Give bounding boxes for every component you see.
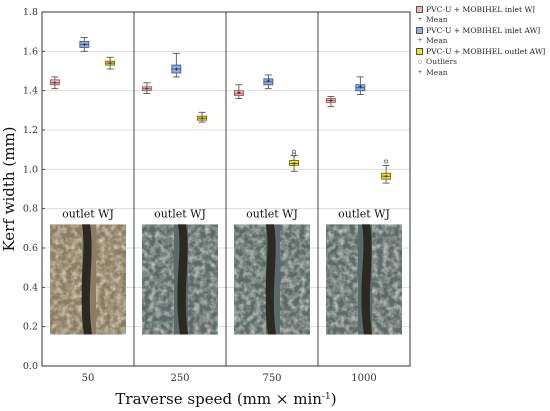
mean-marker [266, 79, 270, 83]
specimen-photo [234, 224, 310, 335]
mean-marker-icon: + [417, 15, 423, 23]
box-0-250 [141, 82, 152, 95]
box-2-750 [289, 149, 300, 172]
outlier-marker-icon: ○ [417, 58, 423, 65]
box-1-50 [79, 37, 90, 52]
mean-marker-icon: + [417, 68, 423, 76]
box-1-1000 [355, 76, 366, 95]
outlier-point [384, 159, 389, 164]
mean-marker [329, 98, 333, 103]
specimen-photo [142, 224, 218, 335]
legend-item-mean: + Mean [416, 68, 550, 79]
y-tick-label: 1.8 [23, 7, 38, 18]
mean-marker [82, 42, 86, 47]
mean-marker-icon: + [417, 37, 423, 45]
outlier-point [292, 152, 297, 157]
fiber-texture-left [50, 224, 82, 335]
annotation-outlet-wj: outlet WJ [154, 207, 206, 220]
fiber-texture-right [372, 224, 402, 335]
y-tick-label: 0.8 [23, 204, 38, 215]
mean-marker [237, 91, 241, 95]
y-axis-title: Kerf width (mm) [0, 126, 18, 251]
fiber-texture-left [234, 224, 266, 335]
box-0-50 [49, 76, 60, 90]
y-tick-label: 1.2 [23, 125, 38, 136]
specimen-photo [326, 224, 402, 335]
y-tick-label: 0.4 [23, 282, 38, 293]
annotation-outlet-wj: outlet WJ [62, 207, 114, 220]
box-1-250 [171, 52, 182, 78]
kerf-slot [81, 224, 92, 335]
y-tick-label: 1.0 [23, 164, 38, 175]
legend-swatch-inlet-wj [416, 5, 423, 13]
legend-item-mean: + Mean [416, 36, 550, 47]
mean-marker [358, 85, 362, 89]
y-tick-label: 1.6 [23, 46, 38, 57]
axes [41, 11, 411, 367]
kerf-slot [265, 224, 276, 335]
annotation-outlet-wj: outlet WJ [338, 207, 390, 220]
x-axis-title: Traverse speed (mm × min-1) [115, 390, 336, 408]
mean-marker [384, 174, 388, 178]
legend-label: PVC-U + MOBIHEL inlet WJ [426, 5, 536, 14]
legend: PVC-U + MOBIHEL inlet WJ + Mean PVC-U + … [416, 4, 550, 78]
specimen-photo [50, 224, 126, 335]
legend-item-mean: + Mean [416, 15, 550, 26]
legend-item-outlet-awj: PVC-U + MOBIHEL outlet AWJ [416, 46, 550, 57]
y-tick-label: 0.6 [23, 243, 38, 254]
x-tick-label: 750 [262, 373, 281, 384]
x-tick-label: 50 [82, 373, 95, 384]
fiber-texture-left [326, 224, 358, 335]
legend-label: Mean [426, 37, 448, 45]
y-tick-label: 0.0 [23, 361, 38, 372]
kerf-slot [361, 224, 372, 335]
box-0-1000 [325, 96, 336, 107]
box-series [49, 37, 392, 184]
x-tick-label: 250 [170, 373, 189, 384]
y-tick-label: 0.2 [23, 322, 38, 333]
box-0-750 [233, 84, 244, 99]
mean-marker [108, 61, 112, 65]
mean-marker [53, 81, 57, 85]
box-2-1000 [381, 159, 392, 184]
legend-item-inlet-awj: PVC-U + MOBIHEL inlet AWJ [416, 25, 550, 36]
mean-marker [200, 116, 204, 120]
mean-marker [174, 67, 178, 71]
fiber-texture-right [280, 224, 310, 335]
legend-label: Mean [426, 16, 448, 24]
box-2-250 [197, 111, 208, 123]
legend-label: PVC-U + MOBIHEL outlet AWJ [426, 47, 546, 56]
mean-marker [292, 161, 296, 166]
kerf-slot [177, 224, 188, 335]
labels: 0.0 0.2 0.4 0.6 0.8 1.0 1.2 1.4 1.6 1.8 outlet WJ o… [0, 7, 390, 408]
annotation-outlet-wj: outlet WJ [246, 207, 298, 220]
x-tick-label: 1000 [351, 373, 376, 384]
specimen-photos [50, 224, 402, 335]
legend-label: PVC-U + MOBIHEL inlet AWJ [426, 26, 541, 35]
legend-item-inlet-wj: PVC-U + MOBIHEL inlet WJ [416, 4, 550, 15]
fiber-texture-left [142, 224, 174, 335]
y-tick-label: 1.4 [23, 86, 38, 97]
legend-swatch-outlet-awj [416, 48, 423, 56]
legend-label: Mean [426, 69, 448, 77]
fiber-texture-right [188, 224, 218, 335]
mean-marker [145, 87, 149, 91]
legend-swatch-inlet-awj [416, 26, 423, 34]
box-1-750 [263, 74, 274, 90]
box-2-50 [105, 56, 116, 70]
legend-item-outliers: ○ Outliers [416, 57, 550, 68]
legend-label: Outliers [426, 58, 458, 67]
fiber-texture-right [96, 224, 126, 335]
